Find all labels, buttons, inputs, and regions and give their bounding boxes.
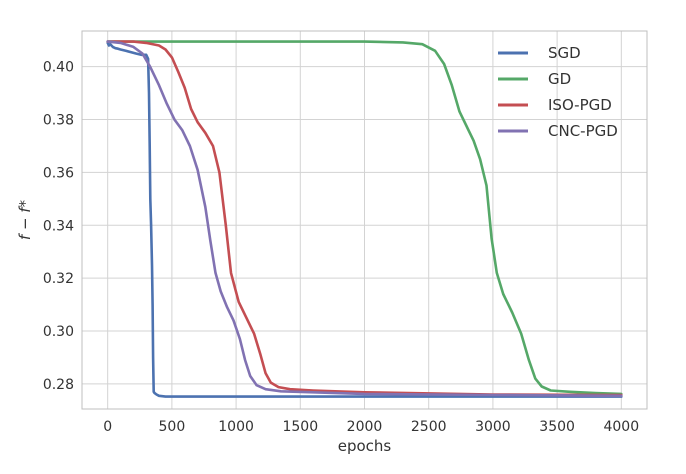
- series-line-sgd: [106, 41, 623, 398]
- grid: [82, 31, 647, 409]
- x-tick-label: 1500: [282, 419, 318, 435]
- y-tick-label: 0.38: [43, 113, 74, 129]
- series-line-gd: [106, 40, 623, 396]
- y-tick-label: 0.36: [43, 165, 74, 181]
- series-line-iso-pgd: [106, 40, 623, 397]
- x-tick-label: 4000: [603, 419, 639, 435]
- x-tick-labels: 0 500 1000 1500 2000 2500 3000 3500 4000: [103, 419, 639, 435]
- legend-label: GD: [548, 70, 571, 88]
- x-tick-label: 500: [159, 419, 186, 435]
- legend-label: SGD: [548, 44, 581, 62]
- x-tick-label: 2500: [411, 419, 447, 435]
- x-tick-label: 3000: [475, 419, 511, 435]
- legend-label: CNC-PGD: [548, 122, 618, 140]
- y-tick-label: 0.28: [43, 377, 74, 393]
- y-tick-labels: 0.28 0.30 0.32 0.34 0.36 0.38 0.40: [43, 60, 74, 393]
- legend: SGD GD ISO-PGD CNC-PGD: [498, 44, 618, 140]
- x-tick-label: 2000: [347, 419, 383, 435]
- y-tick-label: 0.30: [43, 324, 74, 340]
- x-tick-label: 1000: [218, 419, 254, 435]
- x-tick-label: 3500: [539, 419, 575, 435]
- legend-label: ISO-PGD: [548, 96, 612, 114]
- y-tick-label: 0.32: [43, 271, 74, 287]
- series-group: [106, 40, 623, 398]
- series-line-cnc-pgd: [106, 40, 623, 398]
- y-axis-label: f − f*: [16, 199, 34, 240]
- y-tick-label: 0.40: [43, 60, 74, 76]
- y-tick-label: 0.34: [43, 218, 74, 234]
- plot-frame: [81, 30, 648, 410]
- x-tick-label: 0: [103, 419, 112, 435]
- x-axis-label: epochs: [338, 437, 392, 455]
